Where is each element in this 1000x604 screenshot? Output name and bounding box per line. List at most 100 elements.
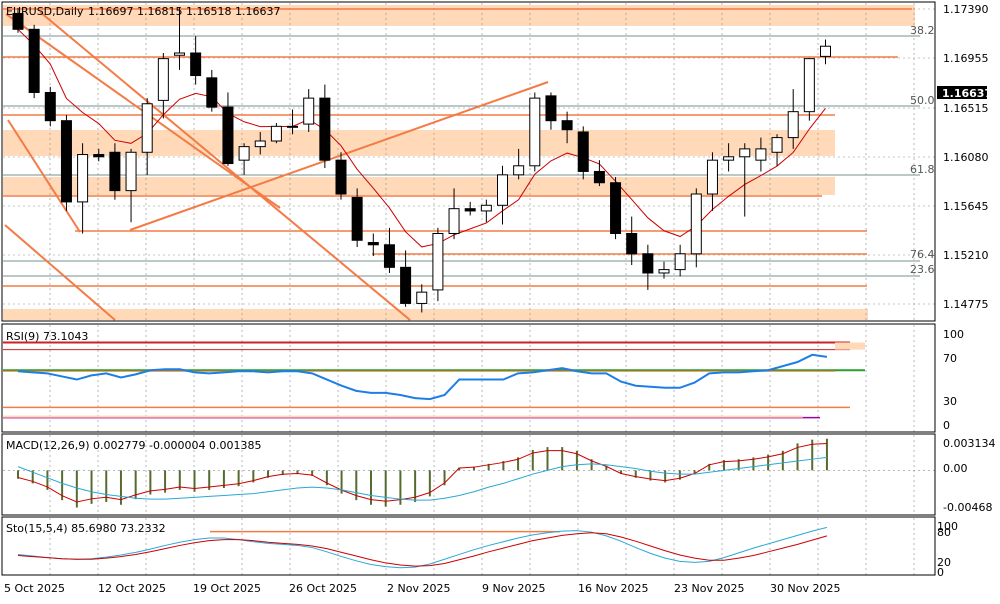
rsi-axis-label: 0 [943, 419, 950, 432]
zone-band [3, 177, 835, 195]
price-label: 1.16515 [943, 102, 989, 115]
candle-body [626, 232, 638, 255]
indicator-panels [3, 341, 935, 569]
trendline [39, 11, 411, 321]
candle-body [157, 58, 169, 101]
candle-body [610, 182, 622, 234]
time-label: 12 Oct 2025 [98, 582, 166, 595]
candle-body [448, 208, 460, 234]
time-label: 23 Nov 2025 [674, 582, 744, 595]
candle-body [561, 120, 573, 131]
candle-body [367, 242, 379, 246]
zone-band [3, 5, 915, 26]
stoch-axis-label: 0 [937, 566, 944, 579]
price-label: 1.15645 [943, 200, 989, 213]
stoch-axis: 100 80 20 0 [937, 520, 958, 579]
candle-body [464, 208, 476, 212]
macd-signal-line [17, 456, 828, 501]
candle-body [270, 125, 282, 142]
stoch-axis-label: 80 [937, 526, 951, 539]
stoch-label: Sto(15,5,4) 85.6980 73.2332 [6, 522, 166, 535]
price-label: 1.16080 [943, 151, 989, 164]
candle-body [416, 291, 428, 304]
trendline [4, 224, 116, 321]
candle-body [190, 52, 202, 77]
candle-body [222, 106, 234, 165]
price-label: 1.14775 [943, 298, 989, 311]
last-price-tag [937, 86, 987, 99]
rsi-axis-label: 100 [943, 328, 964, 341]
candle-body [432, 232, 444, 291]
candle-body [480, 204, 492, 212]
candle-body [254, 140, 266, 148]
fib-label: 38.2 [910, 24, 935, 37]
supply-demand-zones [3, 5, 915, 320]
trendline [7, 119, 81, 233]
candle-body [593, 170, 605, 184]
candle-body [383, 244, 395, 268]
candle-body [545, 95, 557, 122]
candle-body [723, 156, 735, 161]
stoch-axis-label: 20 [937, 556, 951, 569]
price-axis: 1.17390 1.16955 1.16515 1.16080 1.15645 … [943, 3, 989, 311]
candle-body [820, 45, 831, 57]
price-label: 1.15210 [943, 249, 989, 262]
candle-body [319, 97, 331, 161]
candle-body [755, 148, 767, 161]
rsi-zone [3, 415, 803, 418]
time-label: 19 Oct 2025 [193, 582, 261, 595]
main-panel-frame [1, 1, 936, 322]
rsi-axis-label: 70 [943, 352, 957, 365]
macd-axis-label: 0.00 [943, 462, 968, 475]
time-label: 30 Nov 2025 [770, 582, 840, 595]
candle-body [206, 77, 218, 108]
candle-body [287, 125, 299, 128]
candle-body [529, 97, 541, 167]
candle-body [44, 91, 56, 122]
candle-body [803, 58, 815, 113]
candle-body [577, 131, 589, 172]
price-label: 1.17390 [943, 3, 989, 16]
rsi-zone [835, 342, 865, 350]
rsi-label: RSI(9) 73.1043 [6, 330, 88, 343]
zone-band [3, 130, 835, 156]
time-label: 9 Nov 2025 [482, 582, 545, 595]
candle-body [238, 146, 250, 161]
candle-body [658, 269, 670, 274]
candle-body [642, 253, 654, 274]
fib-label: 76.4 [910, 248, 935, 261]
candle-body [351, 196, 363, 241]
candles[interactable] [12, 7, 831, 313]
trendline [129, 81, 549, 231]
candle-body [28, 28, 40, 93]
time-axis: 5 Oct 2025 12 Oct 2025 19 Oct 2025 26 Oc… [4, 582, 840, 595]
candle-body [739, 148, 751, 158]
macd-axis-label: 0.003134 [943, 437, 996, 450]
rsi-panel-frame [1, 323, 936, 433]
candle-body [787, 111, 799, 139]
macd-axis-label: -0.00468 [943, 501, 992, 514]
stoch-signal-line [17, 532, 828, 567]
candle-body [335, 159, 347, 195]
candle-body [77, 154, 89, 203]
fib-label: 61.8 [910, 163, 935, 176]
candle-body [125, 151, 137, 192]
fib-label: 50.0 [910, 94, 935, 107]
fib-labels: 38.2 50.0 61.8 76.4 23.6 [910, 24, 935, 276]
price-label: 1.16955 [943, 52, 989, 65]
ohlc-label: 1.16697 1.16815 1.16518 1.16637 [88, 5, 280, 18]
candle-body [400, 266, 412, 304]
candle-body [93, 154, 105, 158]
time-label: 26 Oct 2025 [289, 582, 357, 595]
candle-body [513, 165, 525, 176]
candle-body [690, 193, 702, 255]
candle-body [12, 13, 24, 30]
candle-body [109, 151, 121, 192]
macd-panel-frame [1, 433, 936, 516]
zone-band [3, 309, 868, 320]
stoch-panel-frame [1, 516, 936, 576]
rsi-axis: 100 70 30 0 [943, 328, 964, 432]
candle-body [674, 253, 686, 271]
